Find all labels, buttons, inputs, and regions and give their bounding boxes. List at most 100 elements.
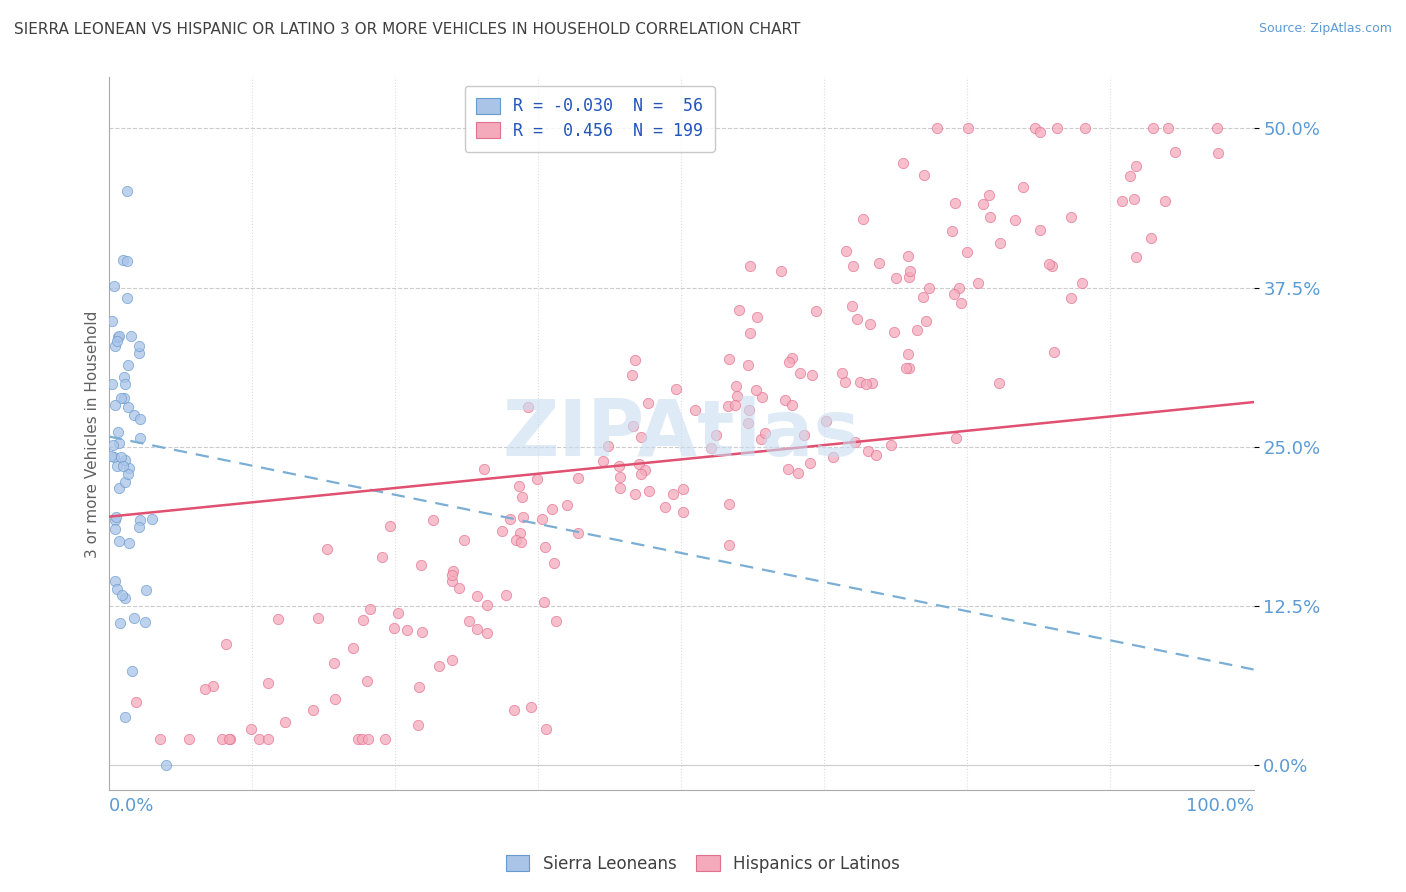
Point: [821, 450, 844, 464]
Point: [509, 526, 531, 541]
Point: [738, 326, 761, 340]
Point: [382, 621, 405, 635]
Point: [108, 482, 131, 496]
Point: [776, 462, 799, 476]
Point: [408, 680, 430, 694]
Point: [894, 360, 917, 375]
Point: [307, 611, 329, 625]
Point: [357, 732, 380, 747]
Point: [118, 536, 141, 550]
Point: [370, 550, 392, 565]
Point: [1123, 192, 1146, 206]
Point: [117, 358, 139, 372]
Point: [638, 483, 661, 498]
Point: [502, 703, 524, 717]
Point: [411, 625, 433, 640]
Point: [499, 512, 522, 526]
Point: [114, 475, 136, 489]
Point: [512, 510, 534, 524]
Point: [129, 513, 152, 527]
Point: [347, 732, 370, 747]
Point: [834, 375, 856, 389]
Point: [114, 710, 136, 724]
Point: [972, 196, 994, 211]
Text: 0.0%: 0.0%: [108, 797, 155, 814]
Point: [948, 281, 970, 295]
Point: [122, 408, 145, 422]
Point: [727, 303, 749, 318]
Point: [724, 398, 747, 412]
Point: [717, 399, 740, 413]
Point: [534, 541, 557, 555]
Text: SIERRA LEONEAN VS HISPANIC OR LATINO 3 OR MORE VEHICLES IN HOUSEHOLD CORRELATION: SIERRA LEONEAN VS HISPANIC OR LATINO 3 O…: [14, 22, 800, 37]
Point: [274, 715, 297, 730]
Point: [977, 187, 1000, 202]
Point: [105, 582, 128, 597]
Point: [1004, 213, 1026, 227]
Point: [806, 304, 828, 318]
Point: [257, 675, 280, 690]
Point: [773, 392, 796, 407]
Point: [1071, 276, 1094, 290]
Point: [800, 368, 823, 383]
Legend: R = -0.030  N =  56, R =  0.456  N = 199: R = -0.030 N = 56, R = 0.456 N = 199: [464, 86, 714, 152]
Point: [114, 591, 136, 606]
Point: [725, 389, 748, 403]
Point: [905, 323, 928, 337]
Point: [624, 487, 647, 501]
Point: [745, 383, 768, 397]
Point: [567, 526, 589, 541]
Point: [457, 614, 479, 628]
Point: [1142, 121, 1164, 136]
Point: [897, 347, 920, 361]
Point: [859, 318, 882, 332]
Point: [844, 435, 866, 450]
Point: [114, 377, 136, 392]
Point: [440, 653, 463, 667]
Point: [134, 615, 156, 629]
Point: [411, 558, 433, 572]
Point: [526, 472, 548, 486]
Point: [1046, 121, 1069, 136]
Point: [609, 481, 631, 495]
Point: [1060, 210, 1083, 224]
Point: [941, 224, 963, 238]
Point: [911, 290, 934, 304]
Point: [1118, 169, 1140, 183]
Point: [596, 439, 619, 453]
Point: [427, 659, 450, 673]
Point: [891, 155, 914, 169]
Point: [1156, 121, 1178, 136]
Point: [855, 377, 877, 392]
Point: [128, 412, 150, 426]
Point: [359, 602, 381, 616]
Point: [117, 291, 139, 305]
Point: [111, 588, 134, 602]
Point: [738, 403, 761, 417]
Point: [117, 400, 139, 414]
Point: [897, 360, 920, 375]
Point: [422, 513, 444, 527]
Point: [374, 732, 396, 747]
Point: [520, 699, 543, 714]
Point: [1043, 345, 1066, 359]
Point: [988, 236, 1011, 251]
Point: [543, 556, 565, 570]
Point: [628, 457, 651, 471]
Point: [1164, 145, 1187, 160]
Point: [621, 368, 644, 383]
Point: [536, 722, 558, 736]
Point: [898, 264, 921, 278]
Point: [179, 732, 201, 747]
Point: [240, 723, 263, 737]
Point: [880, 438, 903, 452]
Point: [770, 264, 793, 278]
Point: [194, 681, 217, 696]
Point: [218, 732, 240, 747]
Point: [508, 478, 530, 492]
Point: [737, 417, 759, 431]
Point: [637, 395, 659, 409]
Point: [103, 450, 125, 464]
Point: [883, 325, 905, 339]
Point: [630, 430, 652, 444]
